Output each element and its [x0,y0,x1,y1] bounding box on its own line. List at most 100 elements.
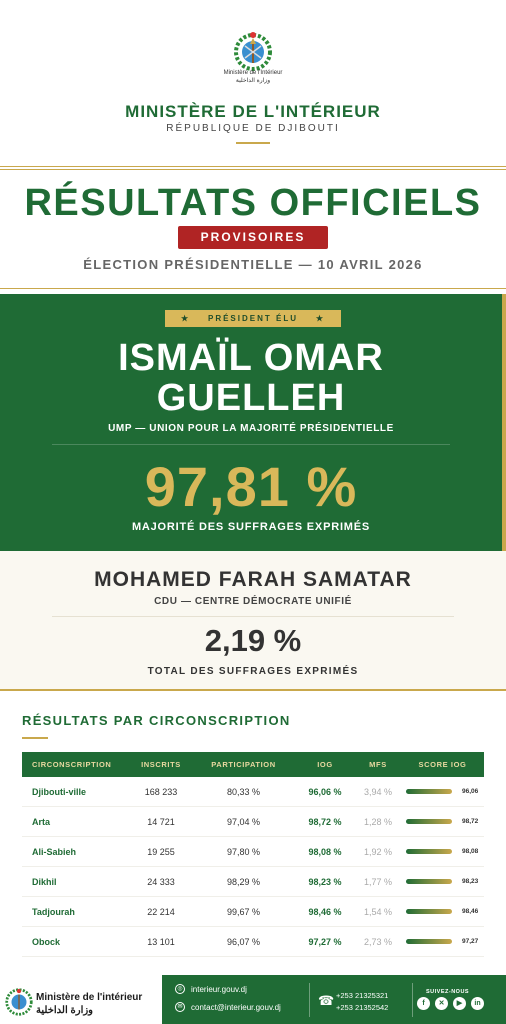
runner-up-panel: MOHAMED FARAH SAMATAR CDU — CENTRE DÉMOC… [0,551,506,691]
constituency-section-title: RÉSULTATS PAR CIRCONSCRIPTION [22,713,291,728]
star-icon: ★ [315,314,325,323]
winner-divider [52,444,450,445]
row-iog: 97,27 % [308,936,342,947]
linkedin-icon[interactable]: in [471,997,484,1010]
col-header-score: SCORE IOG [418,760,467,769]
table-header: CIRCONSCRIPTION INSCRITS PARTICIPATION I… [22,752,484,777]
row-inscrits: 22 214 [147,906,175,917]
row-inscrits: 168 233 [144,786,178,797]
row-name: Arta [32,816,51,827]
score-value: 98,08 [462,848,479,855]
row-participation: 99,67 % [226,906,261,917]
row-score: 98,46 [401,908,484,915]
row-participation: 97,04 % [226,816,261,827]
footer-divider [412,983,413,1017]
col-header-iog: IOG [317,760,333,769]
elected-label: PRÉSIDENT ÉLU [207,314,298,323]
score-bar [406,939,452,944]
footer-divider [309,983,310,1017]
globe-icon: ◎ [175,984,185,994]
emblem-icon [5,988,33,1016]
runner-up-percent: 2,19 % [204,623,302,658]
mail-icon: ✉ [175,1002,185,1012]
row-mfs: 3,94 % [363,786,393,797]
country-subtitle: RÉPUBLIQUE DE DJIBOUTI [166,123,340,134]
row-score: 98,08 [401,848,484,855]
row-participation: 96,07 % [226,936,261,947]
row-iog: 98,23 % [308,876,342,887]
row-mfs: 1,28 % [363,816,393,827]
winner-name-line2: GUELLEH [156,377,346,419]
results-title: RÉSULTATS OFFICIELS [24,182,482,224]
row-mfs: 1,92 % [363,846,393,857]
score-value: 98,46 [462,908,479,915]
emblem-caption-ar: وزارة الداخلية [235,78,271,84]
email-text: contact@interieur.gouv.dj [191,1002,281,1012]
runner-up-bottom-line [0,689,506,691]
col-header-circonscription: CIRCONSCRIPTION [32,760,112,769]
col-header-participation: PARTICIPATION [211,760,276,769]
provisional-badge: PROVISOIRES [178,226,328,249]
email-link[interactable]: ✉ contact@interieur.gouv.dj [175,1002,281,1012]
table-row: Ali-Sabieh 19 255 97,80 % 98,08 % 1,92 %… [22,837,484,867]
table-row: Arta 14 721 97,04 % 98,72 % 1,28 % 98,72 [22,807,484,837]
phone-icon: ☎ [318,993,335,1008]
table-row: Djibouti-ville 168 233 80,33 % 96,06 % 3… [22,777,484,807]
phone-number-1[interactable]: +253 21325321 [336,991,389,1000]
footer-ministry-ar: وزارة الداخلية [36,1005,94,1016]
facebook-icon[interactable]: f [417,997,430,1010]
runner-up-party: CDU — CENTRE DÉMOCRATE UNIFIÉ [154,596,352,607]
gold-band-top [0,166,506,170]
row-mfs: 2,73 % [363,936,393,947]
row-inscrits: 19 255 [147,846,175,857]
ministry-title: MINISTÈRE DE L'INTÉRIEUR [125,102,381,121]
row-name: Ali-Sabieh [32,846,77,857]
row-score: 98,72 [401,818,484,825]
score-value: 97,27 [462,938,479,945]
president-elected-badge: ★ PRÉSIDENT ÉLU ★ [165,310,341,327]
footer-brand: Ministère de l'intérieur وزارة الداخلية [0,975,162,1024]
row-name: Dikhil [32,876,57,887]
phone-number-2[interactable]: +253 21352542 [336,1003,389,1012]
follow-us-label: SUIVEZ-NOUS [426,989,470,995]
youtube-icon[interactable]: ▶ [453,997,466,1010]
score-value: 98,23 [462,878,479,885]
results-heading: RÉSULTATS OFFICIELS PROVISOIRES ÉLECTION… [0,172,506,290]
row-inscrits: 24 333 [147,876,175,887]
row-iog: 98,46 % [308,906,342,917]
header-divider [236,142,270,144]
runner-up-percent-label: TOTAL DES SUFFRAGES EXPRIMÉS [147,666,359,677]
row-iog: 98,72 % [308,816,342,827]
runner-up-divider [52,616,454,617]
row-inscrits: 14 721 [147,816,175,827]
row-score: 98,23 [401,878,484,885]
election-date: ÉLECTION PRÉSIDENTIELLE — 10 AVRIL 2026 [83,257,423,272]
row-participation: 80,33 % [226,786,261,797]
winner-percent: 97,81 % [144,455,358,518]
score-value: 96,06 [462,788,479,795]
table-row: Dikhil 24 333 98,29 % 98,23 % 1,77 % 98,… [22,867,484,897]
x-icon[interactable]: ✕ [435,997,448,1010]
website-link[interactable]: ◎ interieur.gouv.dj [175,984,247,994]
footer-ministry-fr: Ministère de l'intérieur [36,992,143,1003]
table-row: Tadjourah 22 214 99,67 % 98,46 % 1,54 % … [22,897,484,927]
header: Ministère de l'Intérieur وزارة الداخلية … [0,0,506,165]
star-icon: ★ [181,314,191,323]
emblem-caption-fr: Ministère de l'Intérieur [223,70,283,76]
winner-name-line1: ISMAÏL OMAR [118,337,384,379]
winner-gold-edge [502,294,506,551]
row-mfs: 1,77 % [363,876,393,887]
score-bar [406,909,452,914]
row-iog: 98,08 % [308,846,342,857]
score-bar [406,879,452,884]
website-text: interieur.gouv.dj [191,984,247,994]
row-participation: 97,80 % [226,846,261,857]
row-score: 96,06 [401,788,484,795]
row-inscrits: 13 101 [147,936,175,947]
col-header-mfs: MFS [369,760,387,769]
winner-panel: ★ PRÉSIDENT ÉLU ★ ISMAÏL OMAR GUELLEH UM… [0,294,502,551]
score-value: 98,72 [462,818,479,825]
footer: Ministère de l'intérieur وزارة الداخلية … [0,975,506,1024]
row-participation: 98,29 % [226,876,261,887]
winner-percent-label: MAJORITÉ DES SUFFRAGES EXPRIMÉS [131,521,371,533]
